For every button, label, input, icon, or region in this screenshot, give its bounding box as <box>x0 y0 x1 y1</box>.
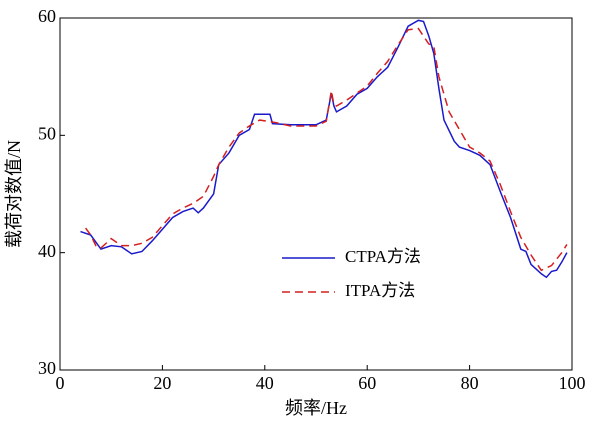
x-tick-label: 60 <box>358 373 376 393</box>
legend-label: ITPA方法 <box>345 281 415 300</box>
y-tick-label: 60 <box>38 6 56 26</box>
y-axis-label: 载荷对数值/N <box>4 140 24 248</box>
x-tick-label: 100 <box>559 373 586 393</box>
y-tick-label: 30 <box>38 358 56 378</box>
legend-label: CTPA方法 <box>345 247 421 266</box>
y-tick-label: 50 <box>38 123 56 143</box>
data-line <box>80 19 568 279</box>
x-tick-label: 20 <box>153 373 171 393</box>
y-tick-label: 40 <box>38 241 56 261</box>
plot-frame <box>59 17 573 371</box>
x-axis-label: 频率/Hz <box>285 398 347 418</box>
x-tick-label: 40 <box>256 373 274 393</box>
x-tick-label: 0 <box>56 373 65 393</box>
x-tick-label: 80 <box>461 373 479 393</box>
